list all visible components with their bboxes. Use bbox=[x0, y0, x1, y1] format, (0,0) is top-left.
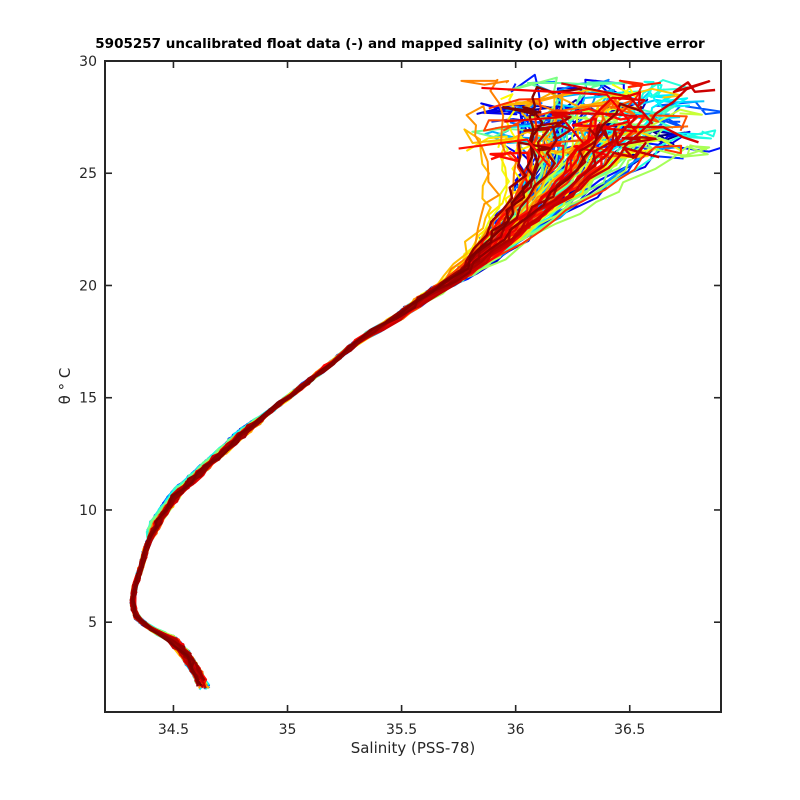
profile-line-surface bbox=[458, 138, 551, 168]
y-tick-label: 5 bbox=[88, 615, 97, 631]
y-axis: 5 10 15 20 25 30 bbox=[79, 54, 721, 631]
y-tick-label: 30 bbox=[79, 54, 97, 70]
chart-title: 5905257 uncalibrated float data (-) and … bbox=[95, 36, 705, 52]
profile-line bbox=[131, 105, 544, 687]
plot-area bbox=[129, 73, 721, 691]
y-tick-label: 15 bbox=[79, 391, 97, 407]
y-tick-label: 10 bbox=[79, 503, 97, 519]
y-axis-label: θ ° C bbox=[56, 368, 74, 405]
profiles-layer bbox=[129, 73, 721, 691]
y-tick-label: 20 bbox=[79, 278, 97, 294]
x-tick-label: 35 bbox=[279, 722, 297, 738]
x-tick-label: 35.5 bbox=[386, 722, 417, 738]
profile-line-surface bbox=[561, 82, 654, 125]
x-axis-label: Salinity (PSS-78) bbox=[351, 739, 476, 757]
x-tick-label: 36.5 bbox=[614, 722, 645, 738]
x-tick-label: 34.5 bbox=[158, 722, 189, 738]
profile-line-surface bbox=[504, 115, 585, 145]
y-tick-label: 25 bbox=[79, 166, 97, 182]
axes-frame bbox=[104, 60, 722, 713]
profile-line-surface bbox=[481, 86, 631, 123]
x-axis: 34.5 35 35.5 36 36.5 bbox=[158, 61, 645, 738]
x-tick-label: 36 bbox=[507, 722, 525, 738]
